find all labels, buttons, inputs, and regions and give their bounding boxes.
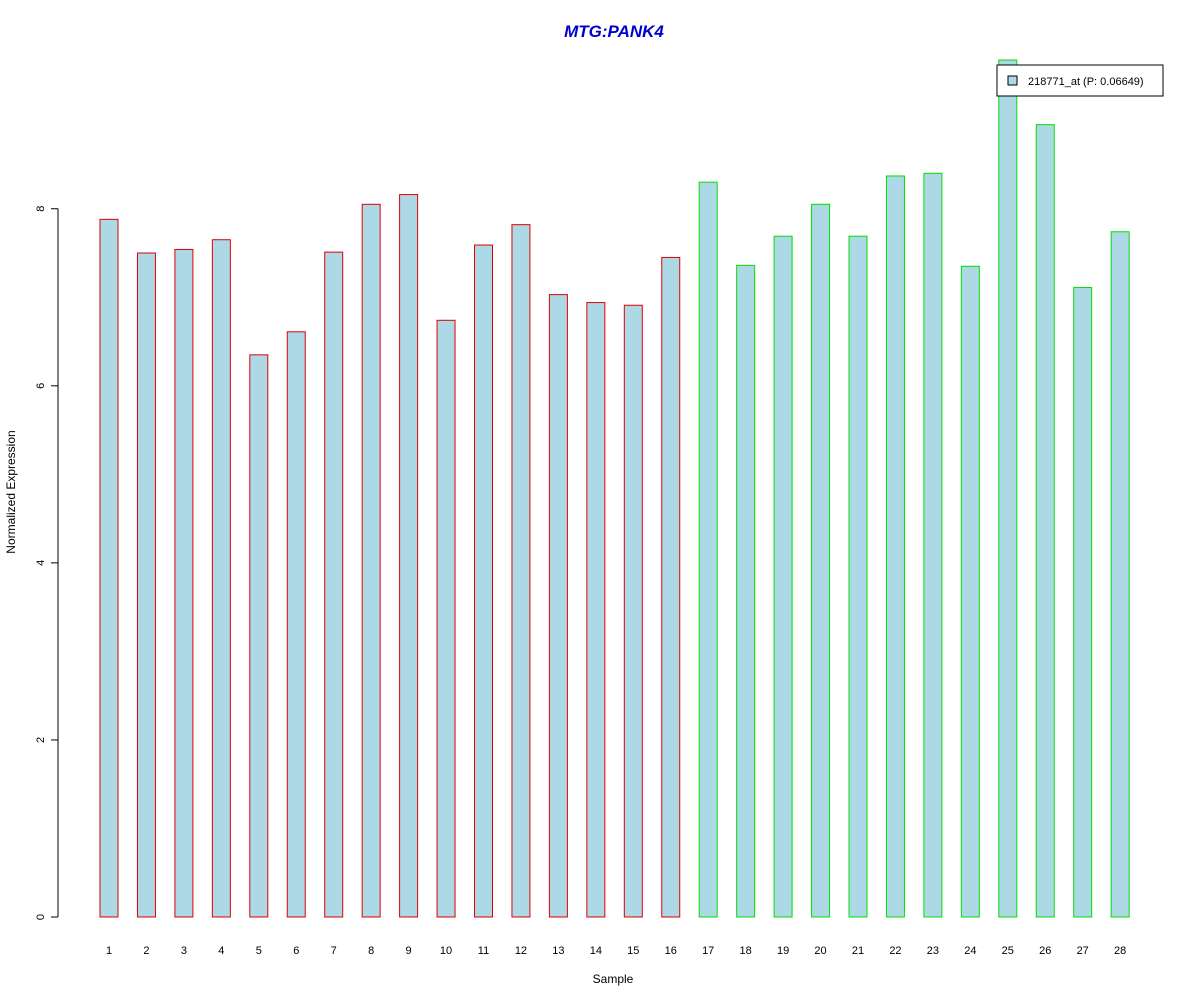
x-tick-label: 4	[218, 945, 224, 957]
x-tick-label: 11	[478, 945, 489, 957]
x-tick-label: 15	[627, 945, 639, 957]
x-tick-label: 8	[368, 945, 374, 957]
x-tick-label: 19	[777, 945, 789, 957]
x-tick-label: 12	[515, 945, 527, 957]
bar	[698, 181, 718, 918]
x-tick-label: 17	[702, 945, 714, 957]
x-tick-label: 1	[106, 945, 112, 957]
bar	[960, 265, 980, 918]
y-tick-label: 8	[35, 206, 47, 212]
bar	[399, 194, 419, 918]
bar	[885, 175, 905, 918]
bar	[1110, 231, 1130, 918]
bar	[773, 235, 793, 918]
bar	[548, 294, 568, 918]
bar	[811, 203, 831, 918]
x-tick-label: 25	[1002, 945, 1014, 957]
x-tick-label: 18	[740, 945, 752, 957]
y-tick-label: 4	[35, 560, 47, 566]
x-tick-label: 14	[590, 945, 602, 957]
chart-title: MTG:PANK4	[564, 22, 664, 41]
bar	[136, 252, 156, 918]
x-tick-label: 5	[256, 945, 262, 957]
x-tick-label: 2	[143, 945, 149, 957]
x-tick-label: 28	[1114, 945, 1126, 957]
y-axis-label: Normalized Expression	[4, 430, 18, 553]
x-tick-label: 16	[665, 945, 677, 957]
x-tick-label: 10	[440, 945, 452, 957]
x-tick-label: 26	[1039, 945, 1051, 957]
bar	[586, 302, 606, 918]
legend-box	[996, 64, 1164, 97]
x-tick-label: 24	[964, 945, 976, 957]
x-tick-label: 9	[406, 945, 412, 957]
bar	[474, 244, 493, 918]
legend-label: 218771_at (P: 0.06649)	[1028, 76, 1144, 88]
y-tick-label: 0	[35, 914, 47, 920]
x-tick-label: 7	[331, 945, 337, 957]
x-tick-label: 23	[927, 945, 939, 957]
x-axis-ticks: 1 2 3 4 5 6 7 8 9 10 11 12 13 14 15 16 17 18 19 20 21 22 23 24 2…	[106, 945, 1126, 957]
bar	[286, 331, 306, 918]
bar	[736, 264, 756, 918]
bar	[511, 224, 531, 918]
x-tick-label: 20	[814, 945, 826, 957]
x-tick-label: 22	[889, 945, 901, 957]
bar	[249, 354, 269, 918]
x-tick-label: 3	[181, 945, 187, 957]
bar	[848, 235, 868, 918]
bar	[174, 248, 194, 918]
x-tick-label: 13	[552, 945, 564, 957]
bar	[99, 218, 119, 918]
y-tick-label: 2	[35, 737, 47, 743]
bar-series	[99, 59, 1130, 918]
bar	[1035, 124, 1055, 918]
bar	[623, 304, 643, 918]
x-tick-label: 27	[1077, 945, 1089, 957]
y-tick-label: 6	[35, 383, 47, 389]
x-axis-label: Sample	[593, 972, 634, 986]
bar	[211, 239, 231, 918]
x-tick-label: 6	[293, 945, 299, 957]
bar	[923, 172, 943, 918]
bar	[998, 59, 1018, 918]
bar	[436, 319, 456, 918]
legend-swatch	[1007, 75, 1018, 86]
bar	[1073, 287, 1093, 918]
legend: 218771_at (P: 0.06649)	[996, 64, 1164, 97]
bar	[361, 203, 381, 918]
bar	[324, 251, 344, 918]
x-tick-label: 21	[852, 945, 864, 957]
bar	[661, 256, 681, 918]
y-axis: 0 2 4 6 8	[35, 206, 59, 920]
